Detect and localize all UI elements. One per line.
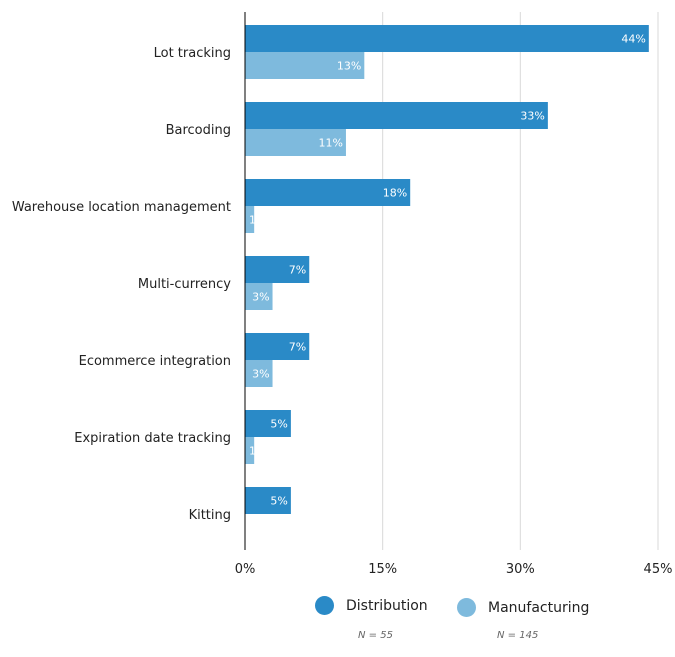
x-tick-label: 15% bbox=[368, 562, 397, 577]
bar-distribution bbox=[245, 256, 310, 283]
data-label: 7% bbox=[289, 341, 306, 354]
bar-manufacturing bbox=[245, 283, 273, 310]
distribution-swatch-icon bbox=[315, 596, 334, 615]
bar-manufacturing bbox=[245, 360, 273, 387]
data-label: 18% bbox=[383, 187, 407, 200]
data-label: 5% bbox=[270, 418, 287, 431]
x-tick-label: 30% bbox=[506, 562, 535, 577]
manufacturing-swatch-icon bbox=[457, 598, 476, 617]
data-label: 11% bbox=[319, 137, 343, 150]
legend: Distribution N = 55 Manufacturing N = 14… bbox=[0, 592, 675, 652]
bar-manufacturing bbox=[245, 206, 255, 233]
x-tick-label: 0% bbox=[235, 562, 256, 577]
data-label: 3% bbox=[252, 368, 269, 381]
x-tick-label: 45% bbox=[644, 562, 673, 577]
legend-label: Distribution bbox=[346, 597, 428, 614]
data-label: 3% bbox=[252, 291, 269, 304]
category-label: Barcoding bbox=[166, 123, 231, 138]
bar-distribution bbox=[245, 487, 291, 514]
category-label: Ecommerce integration bbox=[79, 354, 231, 369]
bar-distribution bbox=[245, 333, 310, 360]
legend-label: Manufacturing bbox=[488, 599, 590, 616]
data-label: 7% bbox=[289, 264, 306, 277]
legend-item-distribution[interactable]: Distribution bbox=[315, 596, 428, 615]
distribution-n: N = 55 bbox=[358, 630, 393, 641]
category-label: Lot tracking bbox=[154, 46, 231, 61]
manufacturing-n: N = 145 bbox=[497, 630, 539, 641]
category-label: Multi-currency bbox=[138, 277, 231, 292]
bar-distribution bbox=[245, 25, 649, 52]
data-label: 13% bbox=[337, 60, 361, 73]
bar-manufacturing bbox=[245, 129, 346, 156]
data-label: 33% bbox=[520, 110, 544, 123]
data-label: 5% bbox=[270, 495, 287, 508]
category-label: Expiration date tracking bbox=[74, 431, 231, 446]
bar-chart: 0% 15% 30% 45%Lot tracking44%13%Barcoding33… bbox=[12, 12, 673, 577]
data-label: 1 bbox=[249, 214, 256, 227]
bar-distribution bbox=[245, 102, 548, 129]
category-label: Kitting bbox=[189, 508, 231, 523]
data-label: 1 bbox=[249, 445, 256, 458]
category-label: Warehouse location management bbox=[12, 200, 231, 215]
data-label: 44% bbox=[621, 33, 645, 46]
bar-manufacturing bbox=[245, 437, 255, 464]
bar-distribution bbox=[245, 179, 411, 206]
legend-item-manufacturing[interactable]: Manufacturing bbox=[457, 598, 589, 617]
bar-manufacturing bbox=[245, 52, 365, 79]
bar-distribution bbox=[245, 410, 291, 437]
